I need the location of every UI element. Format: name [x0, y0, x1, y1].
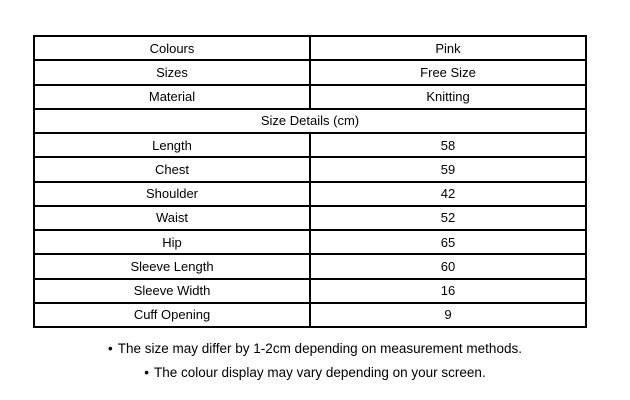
table-row-hip: Hip 65 — [33, 228, 587, 256]
attribute-value: Knitting — [309, 83, 587, 110]
attribute-value: Pink — [309, 34, 587, 62]
measurement-value: 16 — [309, 277, 587, 304]
table-row-shoulder: Shoulder 42 — [33, 180, 587, 207]
note-text: The colour display may vary depending on… — [154, 365, 486, 380]
measurement-value: 59 — [309, 156, 587, 183]
table-row-sleeve-width: Sleeve Width 16 — [33, 277, 587, 304]
table-row-waist: Waist 52 — [33, 204, 587, 232]
table-row-section-header: Size Details (cm) — [33, 107, 587, 135]
footnotes: • The size may differ by 1-2cm depending … — [0, 337, 630, 385]
table-row-cuff-opening: Cuff Opening 9 — [33, 301, 587, 329]
attribute-value: Free Size — [309, 59, 587, 86]
note-text: The size may differ by 1-2cm depending o… — [117, 341, 522, 356]
measurement-label: Sleeve Width — [33, 277, 311, 304]
measurement-label: Length — [33, 131, 311, 159]
measurement-label: Cuff Opening — [33, 301, 311, 329]
product-spec-table: Colours Pink Sizes Free Size Material Kn… — [33, 34, 587, 329]
measurement-label: Waist — [33, 204, 311, 232]
table-row-sleeve-length: Sleeve Length 60 — [33, 253, 587, 280]
measurement-value: 42 — [309, 180, 587, 207]
measurement-label: Sleeve Length — [33, 253, 311, 280]
measurement-value: 9 — [309, 301, 587, 329]
bullet-icon: • — [108, 341, 113, 356]
note-size-disclaimer: • The size may differ by 1-2cm depending … — [0, 337, 630, 361]
measurement-value: 58 — [309, 131, 587, 159]
measurement-label: Chest — [33, 156, 311, 183]
attribute-label: Sizes — [33, 59, 311, 86]
measurement-label: Shoulder — [33, 180, 311, 207]
measurement-value: 52 — [309, 204, 587, 232]
bullet-icon: • — [144, 365, 150, 380]
measurement-value: 60 — [309, 253, 587, 280]
measurement-label: Hip — [33, 228, 311, 256]
section-header: Size Details (cm) — [33, 107, 587, 135]
table-row-length: Length 58 — [33, 131, 587, 159]
attribute-label: Material — [33, 83, 311, 110]
measurement-value: 65 — [309, 228, 587, 256]
table-row-sizes: Sizes Free Size — [33, 59, 587, 86]
table-row-colours: Colours Pink — [33, 34, 587, 62]
note-colour-disclaimer: • The colour display may vary depending o… — [0, 361, 630, 385]
attribute-label: Colours — [33, 34, 311, 62]
table-row-material: Material Knitting — [33, 83, 587, 110]
table-row-chest: Chest 59 — [33, 156, 587, 183]
